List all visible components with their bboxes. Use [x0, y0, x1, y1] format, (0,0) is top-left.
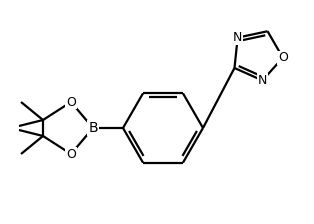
Text: O: O: [66, 147, 76, 161]
Text: B: B: [88, 121, 98, 135]
Text: N: N: [233, 31, 242, 44]
Text: O: O: [66, 95, 76, 108]
Text: O: O: [278, 51, 288, 64]
Text: N: N: [258, 74, 267, 87]
